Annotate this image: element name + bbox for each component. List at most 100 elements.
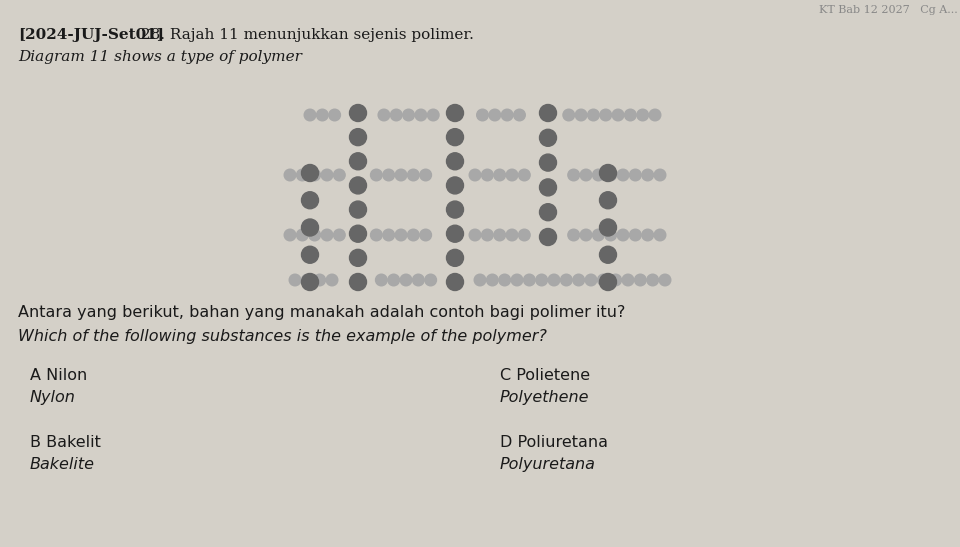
Circle shape — [349, 201, 367, 218]
Circle shape — [540, 154, 557, 171]
Text: Which of the following substances is the example of the polymer?: Which of the following substances is the… — [18, 329, 547, 344]
Circle shape — [420, 169, 431, 181]
Circle shape — [375, 274, 387, 286]
Circle shape — [573, 274, 585, 286]
Circle shape — [630, 229, 641, 241]
Circle shape — [654, 169, 666, 181]
Text: Polyuretana: Polyuretana — [500, 457, 596, 472]
Circle shape — [548, 274, 560, 286]
Circle shape — [396, 169, 407, 181]
Circle shape — [635, 274, 646, 286]
Circle shape — [427, 109, 439, 121]
Circle shape — [540, 104, 557, 121]
Circle shape — [301, 246, 319, 263]
Text: Antara yang berikut, bahan yang manakah adalah contoh bagi polimer itu?: Antara yang berikut, bahan yang manakah … — [18, 305, 625, 320]
Circle shape — [630, 169, 641, 181]
Circle shape — [575, 109, 587, 121]
Circle shape — [599, 192, 616, 209]
Circle shape — [568, 169, 580, 181]
Circle shape — [599, 165, 616, 182]
Circle shape — [309, 229, 321, 241]
Text: C Polietene: C Polietene — [500, 368, 590, 383]
Circle shape — [446, 177, 464, 194]
Circle shape — [309, 169, 321, 181]
Circle shape — [501, 109, 513, 121]
Circle shape — [371, 169, 382, 181]
Circle shape — [568, 229, 580, 241]
Text: 28. Rajah 11 menunjukkan sejenis polimer.: 28. Rajah 11 menunjukkan sejenis polimer… — [136, 28, 474, 42]
Circle shape — [474, 274, 486, 286]
Circle shape — [322, 169, 333, 181]
Circle shape — [371, 229, 382, 241]
Circle shape — [649, 109, 660, 121]
Circle shape — [489, 109, 500, 121]
Circle shape — [378, 109, 390, 121]
Circle shape — [301, 192, 319, 209]
Circle shape — [446, 129, 464, 146]
Circle shape — [469, 229, 481, 241]
Text: Bakelite: Bakelite — [30, 457, 95, 472]
Text: D Poliuretana: D Poliuretana — [500, 435, 608, 450]
Circle shape — [297, 169, 308, 181]
Circle shape — [403, 109, 415, 121]
Circle shape — [563, 109, 574, 121]
Circle shape — [413, 274, 424, 286]
Circle shape — [289, 274, 300, 286]
Circle shape — [284, 169, 296, 181]
Circle shape — [506, 169, 517, 181]
Circle shape — [301, 165, 319, 182]
Circle shape — [605, 229, 616, 241]
Circle shape — [511, 274, 523, 286]
Circle shape — [408, 169, 420, 181]
Circle shape — [314, 274, 325, 286]
Circle shape — [349, 129, 367, 146]
Circle shape — [469, 169, 481, 181]
Circle shape — [297, 229, 308, 241]
Circle shape — [301, 274, 319, 290]
Circle shape — [536, 274, 547, 286]
Circle shape — [425, 274, 437, 286]
Circle shape — [580, 169, 591, 181]
Circle shape — [477, 109, 489, 121]
Circle shape — [487, 274, 498, 286]
Circle shape — [326, 274, 338, 286]
Circle shape — [446, 104, 464, 121]
Circle shape — [622, 274, 634, 286]
Circle shape — [540, 203, 557, 220]
Circle shape — [304, 109, 316, 121]
Circle shape — [396, 229, 407, 241]
Text: Nylon: Nylon — [30, 390, 76, 405]
Circle shape — [349, 274, 367, 290]
Circle shape — [642, 169, 654, 181]
Text: A Nilon: A Nilon — [30, 368, 87, 383]
Circle shape — [540, 179, 557, 196]
Circle shape — [349, 177, 367, 194]
Circle shape — [284, 229, 296, 241]
Circle shape — [518, 229, 530, 241]
Circle shape — [599, 246, 616, 263]
Text: KT Bab 12 2027   Cg A...: KT Bab 12 2027 Cg A... — [819, 5, 958, 15]
Circle shape — [597, 274, 610, 286]
Circle shape — [383, 229, 395, 241]
Circle shape — [333, 229, 346, 241]
Circle shape — [599, 219, 616, 236]
Circle shape — [599, 274, 616, 290]
Circle shape — [586, 274, 597, 286]
Circle shape — [625, 109, 636, 121]
Circle shape — [600, 109, 612, 121]
Circle shape — [333, 169, 346, 181]
Circle shape — [391, 109, 402, 121]
Circle shape — [383, 169, 395, 181]
Circle shape — [400, 274, 412, 286]
Circle shape — [647, 274, 659, 286]
Circle shape — [610, 274, 621, 286]
Circle shape — [617, 169, 629, 181]
Circle shape — [349, 225, 367, 242]
Circle shape — [506, 229, 517, 241]
Circle shape — [612, 109, 624, 121]
Circle shape — [408, 229, 420, 241]
Circle shape — [349, 104, 367, 121]
Circle shape — [592, 229, 604, 241]
Circle shape — [482, 169, 493, 181]
Circle shape — [349, 153, 367, 170]
